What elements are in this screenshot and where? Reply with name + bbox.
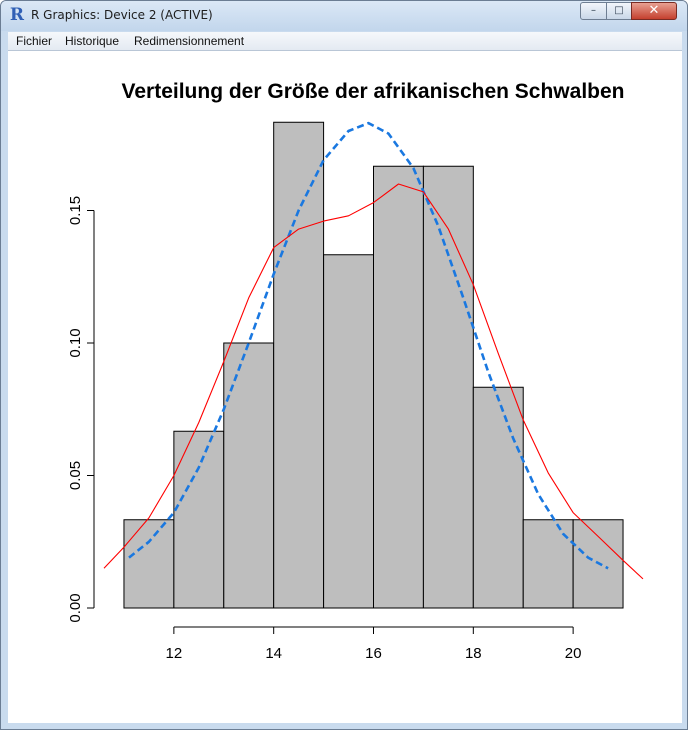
title-bar[interactable]: R R Graphics: Device 2 (ACTIVE) – □ ✕ bbox=[1, 1, 687, 31]
x-tick-label: 18 bbox=[465, 645, 482, 662]
menu-redimensionnement[interactable]: Redimensionnement bbox=[134, 34, 245, 48]
y-tick-label: 0.05 bbox=[67, 461, 84, 490]
y-axis: 0.00 0.05 0.10 0.15 bbox=[67, 196, 95, 623]
density-curves bbox=[103, 121, 644, 580]
histogram-bar-5 bbox=[373, 165, 424, 609]
minimize-button[interactable]: – bbox=[580, 2, 607, 20]
y-tick-label: 0.10 bbox=[67, 328, 84, 357]
close-button[interactable]: ✕ bbox=[631, 2, 677, 20]
histogram-bar-6 bbox=[422, 165, 474, 609]
x-tick-label: 16 bbox=[365, 645, 382, 662]
histogram-bar-4 bbox=[323, 254, 374, 609]
y-tick-label: 0.15 bbox=[67, 196, 84, 225]
histogram-bar-7 bbox=[472, 386, 524, 609]
r-logo-icon: R bbox=[9, 5, 25, 25]
histogram-bar-3 bbox=[273, 121, 325, 609]
histogram-bar-8 bbox=[522, 519, 574, 609]
y-tick-label: 0.00 bbox=[67, 593, 84, 622]
x-tick-label: 20 bbox=[565, 645, 582, 662]
chart-title: Verteilung der Größe der afrikanischen S… bbox=[122, 80, 625, 103]
histogram-bar-2 bbox=[223, 342, 275, 609]
menu-bar: Fichier Historique Redimensionnement bbox=[8, 32, 682, 51]
histogram-chart: Verteilung der Größe der afrikanischen S… bbox=[67, 80, 644, 662]
histogram-bars bbox=[123, 121, 624, 609]
x-tick-label: 14 bbox=[265, 645, 282, 662]
kernel-density-curve bbox=[103, 183, 644, 580]
plot-canvas: Verteilung der Größe der afrikanischen S… bbox=[8, 51, 682, 723]
histogram-bar-0 bbox=[123, 519, 175, 609]
histogram-bar-1 bbox=[173, 430, 225, 609]
x-tick-label: 12 bbox=[166, 645, 183, 662]
window-title: R Graphics: Device 2 (ACTIVE) bbox=[31, 8, 213, 22]
menu-historique[interactable]: Historique bbox=[65, 34, 120, 48]
normal-density-curve bbox=[128, 121, 609, 570]
maximize-button[interactable]: □ bbox=[606, 2, 632, 20]
menu-fichier[interactable]: Fichier bbox=[16, 34, 53, 48]
x-axis: 12 14 16 18 20 bbox=[166, 626, 582, 662]
